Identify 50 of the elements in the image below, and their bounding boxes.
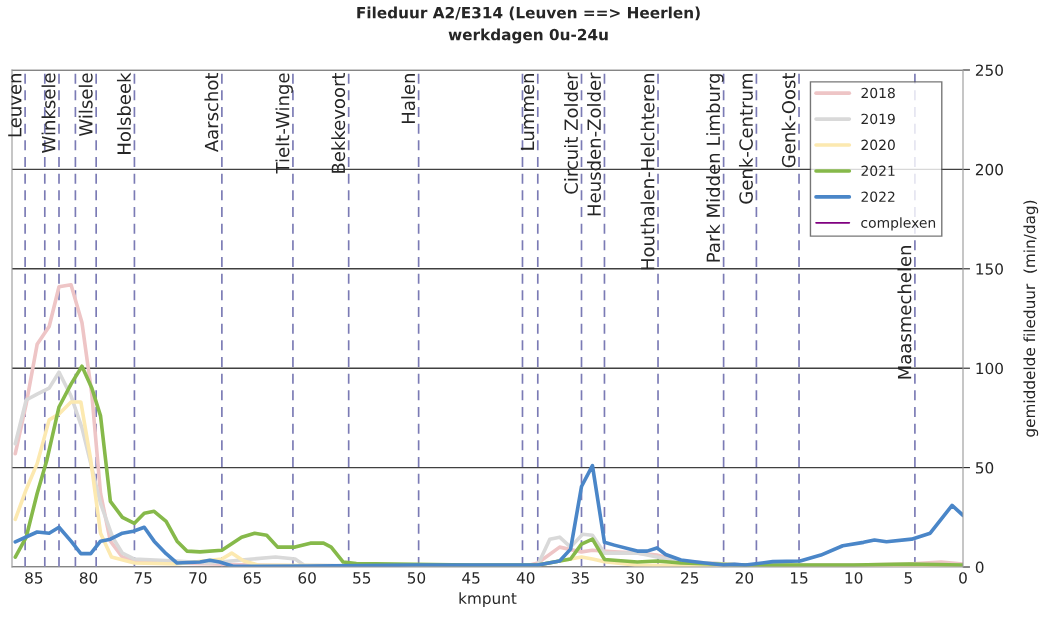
ref-line-label: Genk-Oost xyxy=(781,72,796,168)
ref-line-label: Holsbeek xyxy=(116,72,131,154)
ref-line-label: Houthalen-Helchteren xyxy=(640,74,655,270)
ref-line-label: Tielt-Winge xyxy=(275,73,293,174)
x-tick-label: 50 xyxy=(407,572,426,584)
x-tick-label: 25 xyxy=(681,572,699,584)
ref-line-label: Park Midden Limburg xyxy=(706,74,724,262)
x-tick-label: 65 xyxy=(243,572,261,584)
y-tick-label: 150 xyxy=(976,263,1003,275)
legend-label: complexen xyxy=(861,217,936,231)
legend-label: 2018 xyxy=(861,87,895,99)
ref-line-label: Halen xyxy=(401,74,416,123)
x-tick-label: 5 xyxy=(904,572,912,584)
x-axis-title: kmpunt xyxy=(459,592,517,607)
ref-line-label: Heusden-Zolder xyxy=(586,72,601,216)
chart-title: Fileduur A2/E314 (Leuven ==> Heerlen) xyxy=(357,6,700,21)
legend-label: 2021 xyxy=(861,165,895,177)
x-tick-label: 45 xyxy=(462,572,480,584)
y-tick-label: 50 xyxy=(975,462,994,474)
chart-subtitle: werkdagen 0u-24u xyxy=(448,28,608,44)
x-tick-label: 20 xyxy=(735,572,754,584)
y-tick-label: 250 xyxy=(975,64,1003,77)
x-tick-label: 85 xyxy=(25,572,43,584)
y-tick-label: 0 xyxy=(975,561,984,574)
ref-line-label: Aarschot xyxy=(204,72,219,153)
legend-label: 2019 xyxy=(861,113,895,125)
ref-line-label: Lummen xyxy=(520,74,535,150)
y-tick-label: 200 xyxy=(975,163,1003,176)
ref-line-label: Winksele xyxy=(41,73,56,153)
x-tick-label: 75 xyxy=(134,572,152,584)
ref-line-label: Circuit Zolder xyxy=(564,72,579,194)
ref-line-label: Wilsele xyxy=(78,73,93,136)
x-tick-label: 60 xyxy=(298,572,316,584)
x-tick-label: 0 xyxy=(959,572,967,584)
ref-line-label: Maasmechelen xyxy=(897,246,912,379)
x-tick-label: 30 xyxy=(626,572,644,584)
y-tick-label: 100 xyxy=(976,362,1003,375)
x-tick-label: 10 xyxy=(845,572,863,584)
ref-line-label: Bekkevoort xyxy=(331,72,346,173)
x-tick-label: 35 xyxy=(571,572,589,584)
x-tick-label: 15 xyxy=(790,572,808,584)
x-tick-label: 55 xyxy=(353,572,371,584)
x-tick-label: 80 xyxy=(79,572,98,584)
x-tick-label: 70 xyxy=(189,572,207,584)
legend-label: 2020 xyxy=(861,139,895,151)
legend-label: 2022 xyxy=(861,191,895,202)
ref-line-label: Genk-Centrum xyxy=(738,74,753,204)
y-axis-title: gemiddelde fileduur (min/dag) xyxy=(1023,200,1039,437)
ref-line-label: Leuven xyxy=(8,74,22,137)
x-tick-label: 40 xyxy=(516,572,535,584)
